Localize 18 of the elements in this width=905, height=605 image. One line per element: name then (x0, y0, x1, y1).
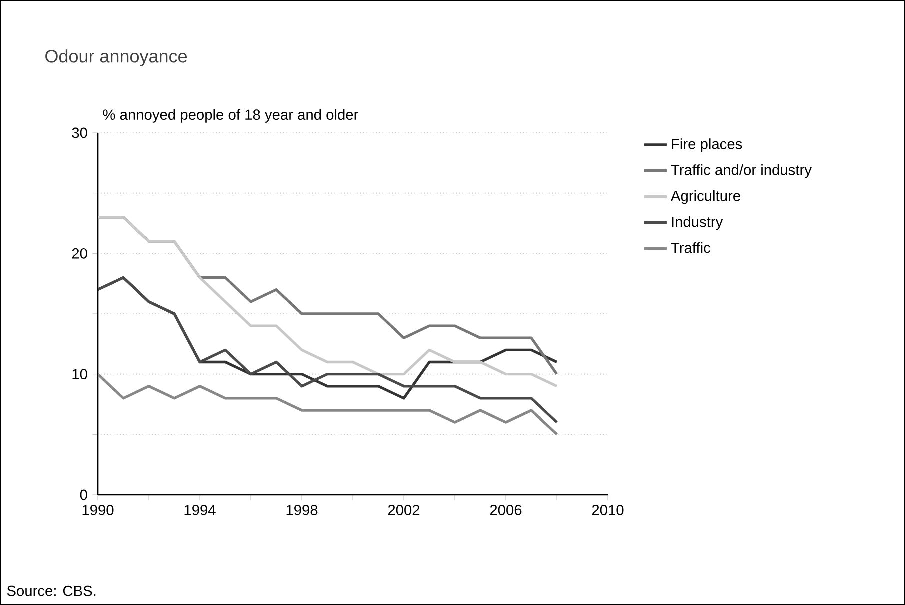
source-note: Source: CBS. (7, 586, 96, 596)
x-tick-label: 2002 (388, 505, 420, 516)
legend-label: Traffic (671, 242, 711, 254)
x-tick-label: 1998 (286, 505, 318, 516)
legend-label: Industry (672, 216, 724, 230)
y-tick-label: 0 (80, 490, 88, 500)
chart-title: Odour annoyance (46, 50, 187, 66)
x-tick-label: 1994 (184, 505, 216, 516)
x-tick-label: 2010 (592, 505, 624, 516)
legend-label: Traffic and/or industry (671, 164, 812, 178)
y-tick-label: 10 (72, 369, 88, 380)
y-tick-label: 30 (72, 128, 88, 138)
legend-label: Agriculture (670, 190, 740, 204)
x-tick-label: 1990 (82, 505, 114, 516)
legend-label: Fire places (672, 138, 742, 152)
y-axis-title: % annoyed people of 18 year and older (103, 109, 358, 123)
x-tick-label: 2006 (490, 505, 522, 516)
y-tick-label: 20 (72, 248, 88, 259)
